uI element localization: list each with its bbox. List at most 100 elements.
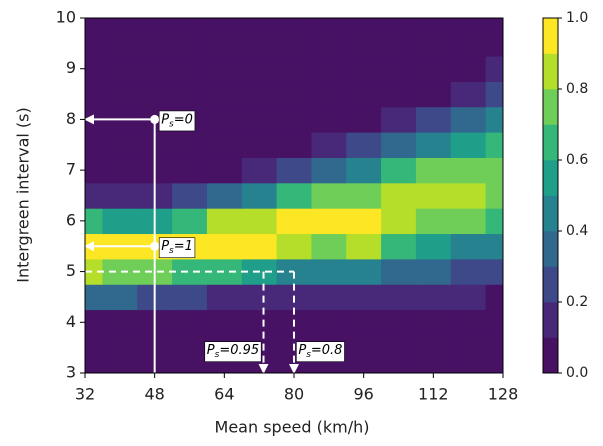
- colorbar-segment: [543, 124, 558, 161]
- x-tick-label: 64: [214, 385, 234, 404]
- field-cell: [85, 360, 103, 373]
- field-cell: [485, 360, 503, 373]
- field-cell: [241, 182, 278, 209]
- field-cell: [415, 157, 452, 184]
- field-cell: [137, 81, 173, 108]
- field-cell: [85, 56, 103, 82]
- field-cell: [172, 18, 208, 32]
- field-cell: [206, 81, 243, 108]
- colorbar-tick-label: 0.0: [566, 365, 588, 381]
- colorbar-tick-label: 0.4: [566, 223, 588, 239]
- field-cell: [206, 30, 243, 57]
- field-cell: [450, 132, 487, 158]
- field-cell: [85, 157, 103, 184]
- field-cell: [85, 258, 103, 285]
- field-cell: [102, 182, 138, 209]
- field-cell: [172, 182, 208, 209]
- annotation-part: s: [215, 350, 220, 360]
- field-cell: [450, 182, 487, 209]
- field-cell: [346, 258, 382, 285]
- annotation-box: [296, 341, 345, 362]
- field-cell: [276, 30, 312, 57]
- field-cell: [415, 182, 452, 209]
- guide-point: [150, 114, 160, 124]
- field-cell: [206, 157, 243, 184]
- annotation-text: Ps=1: [161, 239, 193, 256]
- guide-point: [150, 241, 160, 251]
- field-cell: [172, 208, 208, 235]
- field-cell: [206, 233, 243, 260]
- field-cell: [241, 106, 278, 133]
- field-cell: [485, 132, 503, 158]
- colorbar-segment: [543, 266, 558, 303]
- field-cell: [241, 18, 278, 32]
- field-cell: [241, 30, 278, 57]
- field-cell: [241, 81, 278, 108]
- field-cell: [172, 360, 208, 373]
- field-cell: [450, 309, 487, 336]
- field-cell: [241, 132, 278, 158]
- field-cell: [206, 182, 243, 209]
- field-cell: [485, 56, 503, 82]
- field-cell: [311, 30, 347, 57]
- field-cell: [346, 132, 382, 158]
- field-cell: [485, 18, 503, 32]
- field-cell: [381, 309, 417, 336]
- field-cell: [415, 309, 452, 336]
- field-cell: [137, 18, 173, 32]
- field-cell: [311, 208, 347, 235]
- annotation-part: P: [161, 112, 169, 127]
- annotation-part: P: [207, 343, 215, 358]
- field-cell: [85, 284, 103, 311]
- annotation-text: Ps=0.8: [298, 343, 342, 360]
- annotation-part: =0.8: [311, 343, 343, 358]
- field-cell: [415, 208, 452, 235]
- field-cell: [485, 157, 503, 184]
- field-cell: [276, 157, 312, 184]
- x-tick-label: 96: [353, 385, 373, 404]
- field-cell: [485, 258, 503, 285]
- field-cell: [311, 360, 347, 373]
- field-cell: [102, 81, 138, 108]
- annotation-part: s: [169, 246, 174, 256]
- annotation-part: P: [161, 239, 169, 254]
- annotation-box: [158, 110, 196, 132]
- field-cell: [346, 81, 382, 108]
- field-cell: [241, 233, 278, 260]
- field-cell: [172, 309, 208, 336]
- field-cell: [85, 309, 103, 336]
- field-cell: [102, 30, 138, 57]
- annotation: Ps=0.8: [296, 341, 345, 362]
- annotation: Ps=0: [158, 110, 196, 132]
- field-cell: [485, 233, 503, 260]
- colorbar-frame: [542, 17, 559, 374]
- y-tick-label: 7: [66, 160, 76, 179]
- x-axis-label: Mean speed (km/h): [215, 418, 370, 437]
- field-cell: [485, 334, 503, 361]
- y-tick-label: 8: [66, 109, 76, 128]
- field-cell: [137, 30, 173, 57]
- field-cell: [346, 284, 382, 311]
- field-cell: [102, 208, 138, 235]
- field-cell: [241, 284, 278, 311]
- field-cell: [102, 360, 138, 373]
- field-cell: [276, 182, 312, 209]
- field-cell: [102, 334, 138, 361]
- field-cell: [450, 157, 487, 184]
- field-cell: [241, 157, 278, 184]
- field-cell: [276, 56, 312, 82]
- colorbar-tick-label: 0.8: [566, 81, 588, 97]
- field-cell: [381, 81, 417, 108]
- field-cell: [381, 360, 417, 373]
- field-cell: [450, 360, 487, 373]
- field-cell: [311, 258, 347, 285]
- field-cell: [450, 30, 487, 57]
- y-tick-label: 3: [66, 363, 76, 382]
- field-cell: [172, 284, 208, 311]
- field-cell: [346, 334, 382, 361]
- field-cell: [381, 56, 417, 82]
- field-cell: [415, 30, 452, 57]
- field-cell: [415, 18, 452, 32]
- field-cell: [172, 132, 208, 158]
- x-tick-label: 32: [75, 385, 95, 404]
